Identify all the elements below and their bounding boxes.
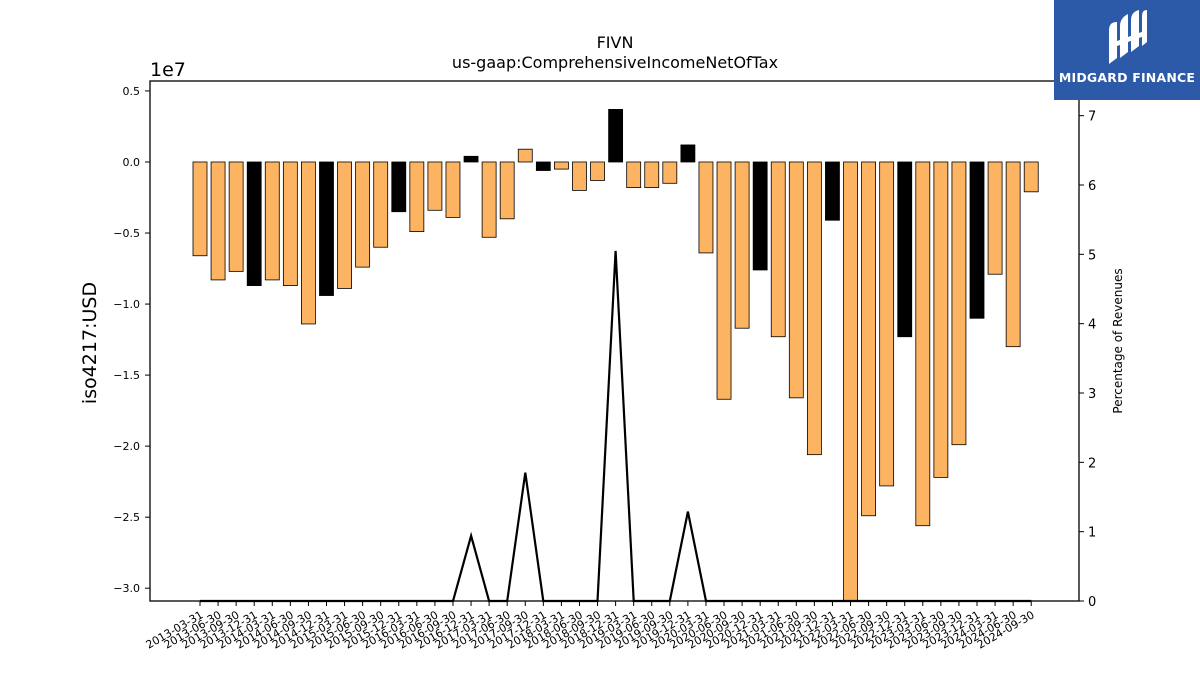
bar (843, 161, 858, 602)
bar (680, 144, 696, 163)
y-tick-label: 0.0 (123, 156, 141, 169)
bar (879, 161, 895, 487)
bar (987, 161, 1003, 275)
chart-title: FIVN (597, 33, 634, 52)
bar (662, 161, 678, 184)
bar (572, 161, 587, 191)
bar (373, 161, 389, 248)
y-tick-label: −1.0 (113, 298, 140, 311)
bar (337, 161, 352, 289)
bar (698, 161, 714, 254)
bar (752, 161, 768, 271)
midgard-finance-logo: MIDGARD FINANCE (1054, 0, 1200, 100)
bar (445, 161, 461, 218)
y2-tick-label: 3 (1088, 387, 1096, 402)
bar (463, 155, 479, 163)
bar (301, 161, 316, 325)
y2-axis-label: Percentage of Revenues (1111, 268, 1125, 413)
bar (210, 161, 226, 281)
y2-tick-label: 5 (1088, 248, 1096, 263)
y-tick-label: −2.0 (113, 440, 140, 453)
x-axis-ticks: 2013-03-312013-06-302013-09-302013-12-31… (144, 601, 1037, 652)
bar (969, 161, 985, 319)
bar (499, 161, 515, 220)
y2-tick-label: 4 (1088, 318, 1096, 333)
y-tick-label: −0.5 (113, 227, 140, 240)
y-axis-label: iso4217:USD (79, 282, 101, 404)
bar (535, 161, 551, 171)
bar (915, 161, 931, 527)
bar (951, 161, 967, 446)
plot-frame (149, 80, 1080, 602)
bar (590, 161, 605, 181)
midgard-logo-icon (1109, 10, 1147, 64)
left-axis-ticks: 0.5 0.0 −0.5 −1.0 −1.5 −2.0 −2.5 −3.0 (113, 85, 150, 595)
bar (825, 161, 840, 221)
y2-tick-label: 7 (1088, 110, 1096, 125)
logo-text: MIDGARD FINANCE (1058, 70, 1196, 85)
bar (1005, 161, 1021, 348)
y-offset-label: 1e7 (150, 59, 186, 81)
bar (517, 148, 533, 163)
y2-tick-label: 2 (1088, 456, 1096, 471)
y-tick-label: −2.5 (113, 511, 140, 524)
right-axis-ticks: 0 1 2 3 4 5 6 7 (1079, 110, 1096, 610)
y2-tick-label: 1 (1088, 526, 1096, 541)
bar (788, 161, 804, 399)
y-tick-label: −3.0 (113, 582, 140, 595)
bar (861, 161, 876, 517)
bar (481, 161, 497, 238)
bar (933, 161, 949, 478)
bar (897, 161, 913, 338)
chart-subtitle: us-gaap:ComprehensiveIncomeNetOfTax (452, 53, 778, 72)
bar (246, 161, 262, 286)
bars-group (192, 109, 1039, 602)
bar (626, 161, 642, 188)
bar (391, 161, 407, 213)
bar (427, 161, 443, 211)
y2-tick-label: 6 (1088, 179, 1096, 194)
bar (319, 161, 334, 296)
bar (554, 161, 569, 170)
bar (716, 161, 732, 400)
bar (644, 161, 660, 188)
y2-tick-label: 0 (1088, 595, 1096, 610)
bar (1023, 161, 1039, 193)
y-tick-label: −1.5 (113, 369, 140, 382)
bar (264, 161, 280, 281)
bar (734, 161, 750, 329)
bar (770, 161, 786, 338)
bar (608, 109, 624, 163)
bar (806, 161, 822, 456)
bar (282, 161, 298, 286)
bar (409, 161, 425, 233)
bar (228, 161, 244, 272)
y-tick-label: 0.5 (123, 85, 141, 98)
bar (355, 161, 371, 268)
bar (192, 161, 208, 257)
